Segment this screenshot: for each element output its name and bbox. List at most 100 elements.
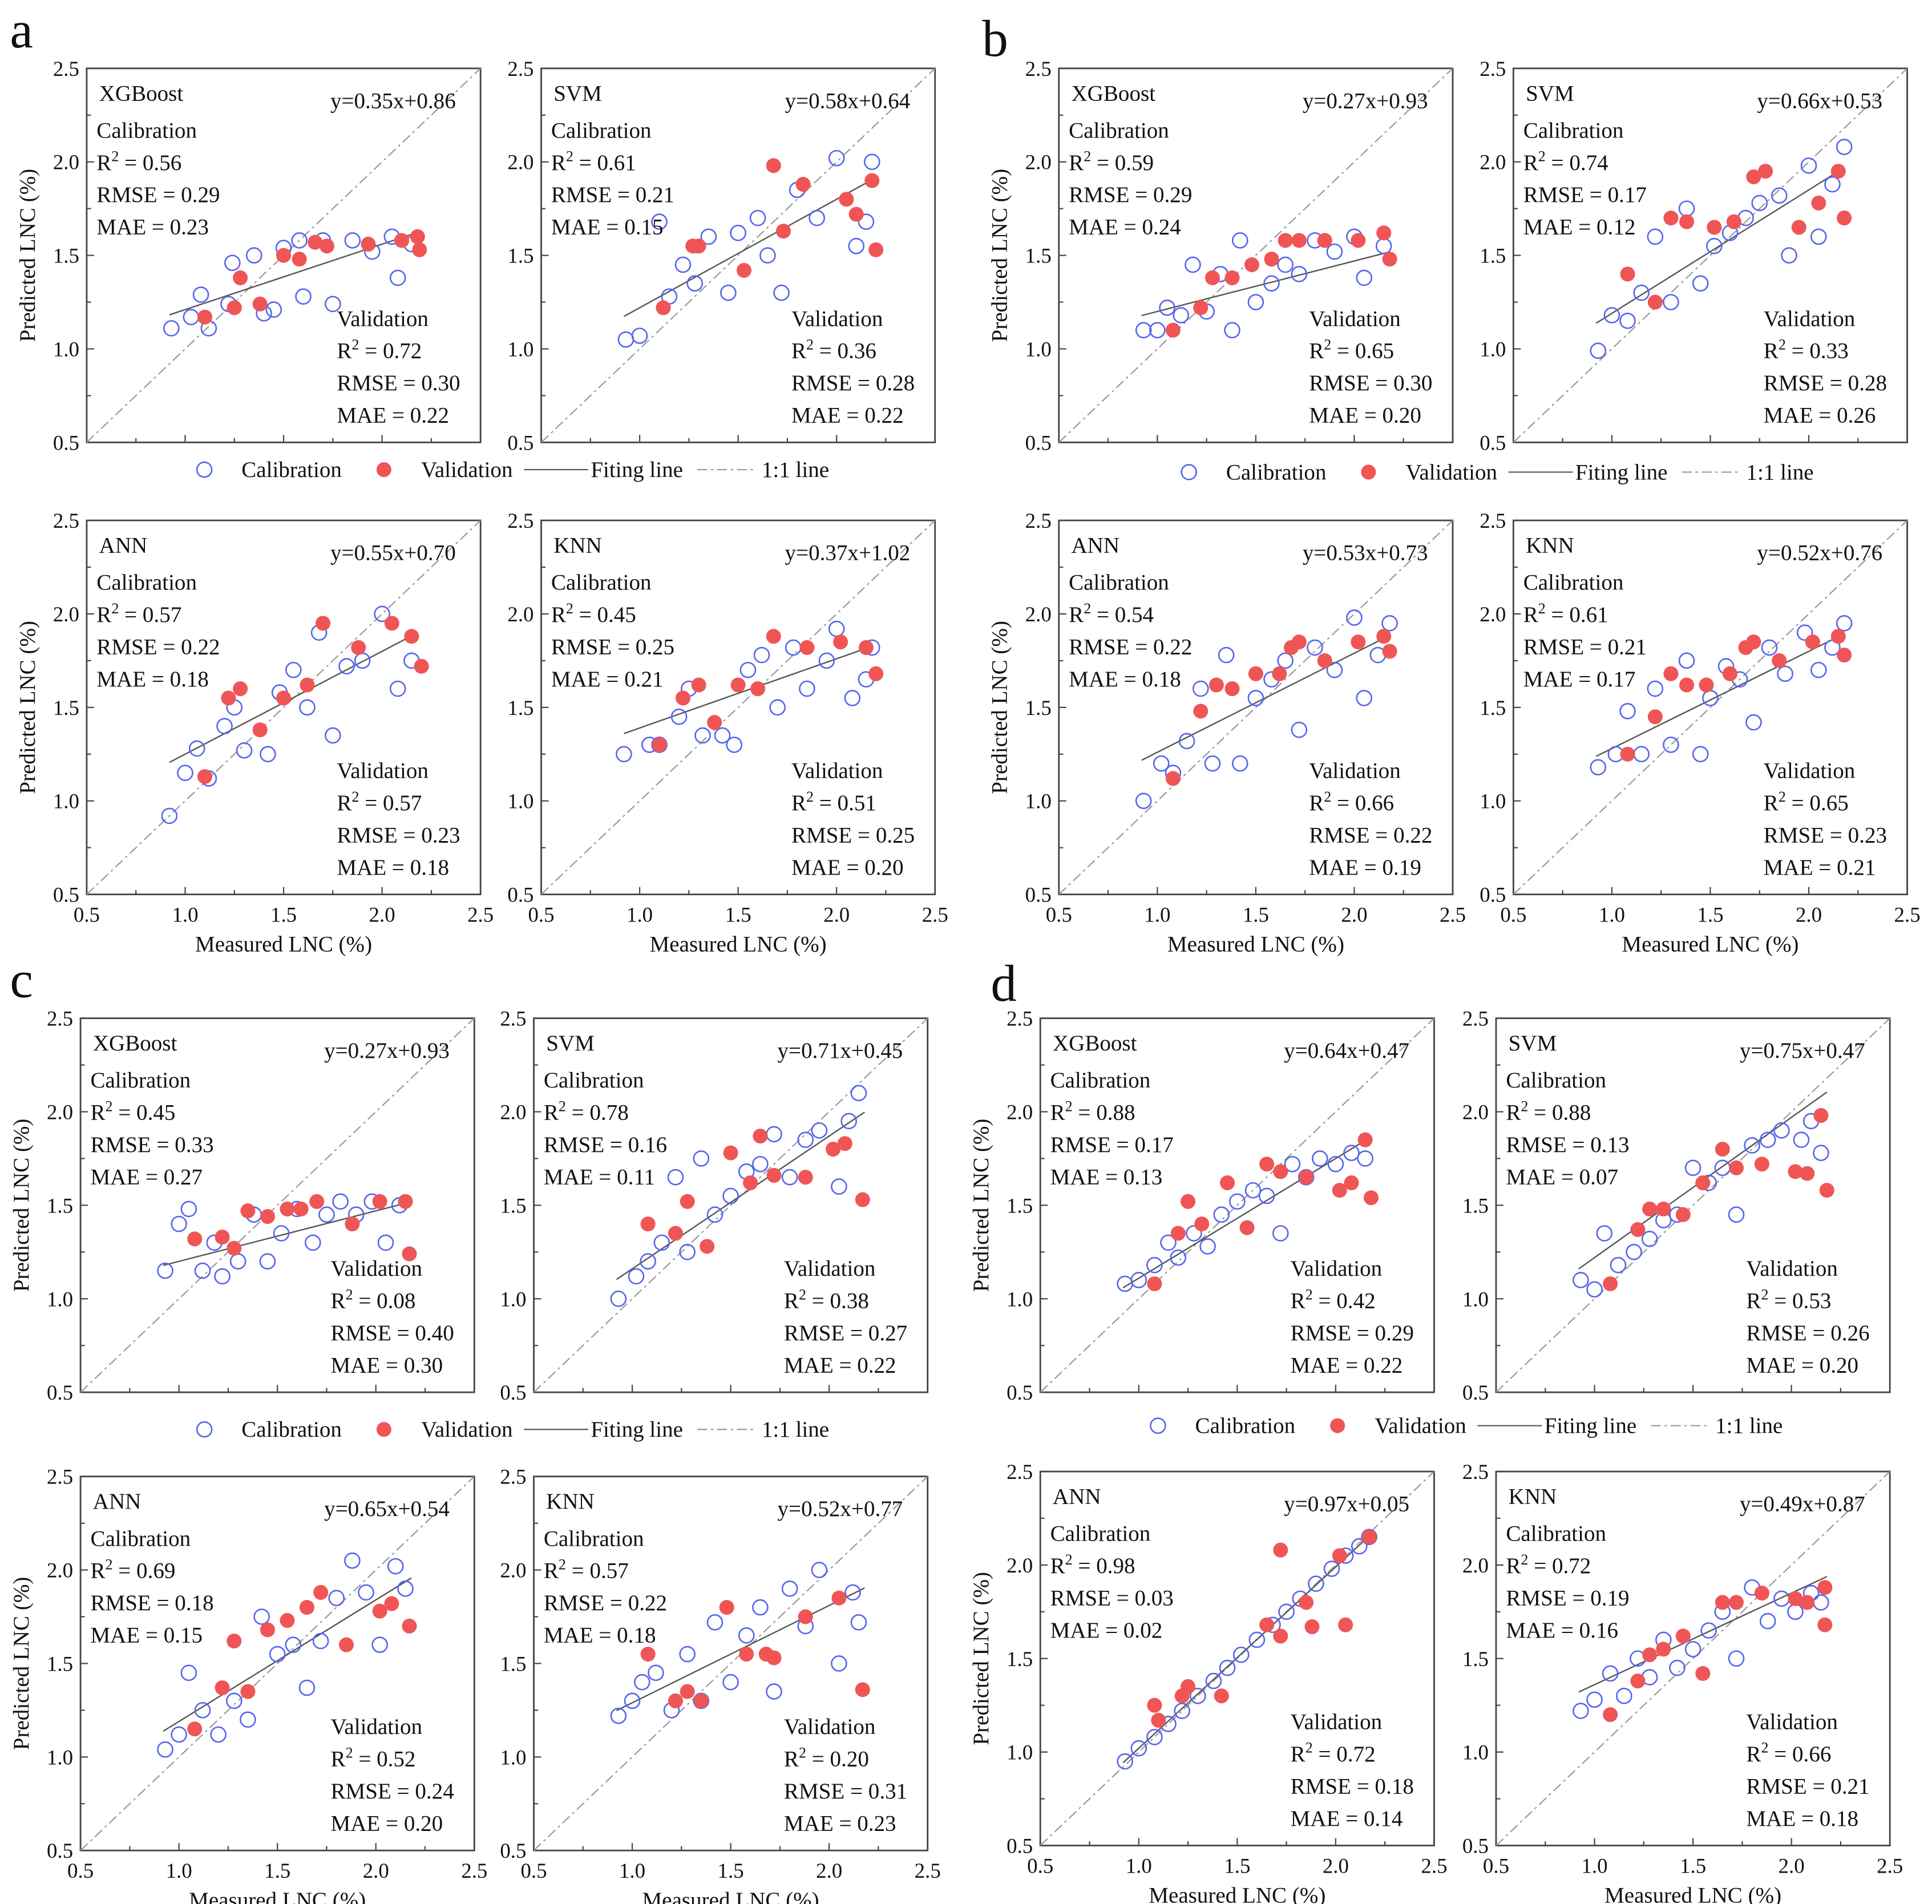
fit-equation: y=0.65x+0.54 — [324, 1497, 450, 1521]
validation-point — [402, 1246, 417, 1262]
validation-point — [766, 629, 781, 644]
legend-calibration-label: Calibration — [1226, 460, 1327, 484]
model-name: SVM — [1526, 81, 1574, 106]
calibration-stats-r2: R2 = 0.88 — [1050, 1098, 1135, 1125]
one-to-one-line — [80, 1476, 475, 1851]
calibration-point — [752, 1155, 769, 1173]
one-to-one-line — [533, 1476, 928, 1851]
validation-stats-r2: R2 = 0.53 — [1746, 1286, 1831, 1313]
calibration-point — [1633, 284, 1650, 301]
y-tick-label: 1.0 — [1007, 1287, 1033, 1311]
plot-a-xgboost: 0.5 1.0 1.5 2.0 2.5 Predicted LNC (%) XGBoost y… — [15, 57, 482, 454]
calibration-stats-rmse: RMSE = 0.17 — [1050, 1133, 1174, 1157]
x-tick-label: 2.0 — [363, 1859, 389, 1882]
calibration-point — [769, 699, 786, 716]
validation-point — [227, 1634, 242, 1649]
calibration-point — [1199, 1238, 1216, 1255]
fit-equation: y=0.35x+0.86 — [330, 88, 456, 113]
validation-point — [252, 296, 268, 312]
one-to-one-line — [1513, 68, 1908, 443]
panel-letter: b — [982, 10, 1008, 67]
calibration-point — [1684, 1641, 1701, 1658]
calibration-stats-title: Calibration — [1506, 1522, 1606, 1546]
y-tick-label: 1.0 — [1025, 337, 1052, 361]
calibration-stats-r2: R2 = 0.54 — [1069, 600, 1154, 627]
y-tick-label: 2.5 — [47, 1007, 73, 1030]
legend-calibration-icon — [196, 1421, 213, 1438]
y-tick-label: 2.5 — [500, 1465, 526, 1489]
validation-point — [1273, 1542, 1288, 1558]
calibration-point — [752, 1599, 769, 1616]
x-axis-label: Measured LNC (%) — [195, 932, 372, 956]
calibration-point — [1326, 243, 1343, 260]
x-tick-label: 0.5 — [1500, 903, 1526, 926]
fitting-line — [163, 1577, 412, 1732]
y-tick-label: 2.5 — [1025, 57, 1052, 80]
calibration-point — [1669, 1659, 1686, 1676]
validation-point — [739, 1647, 754, 1662]
validation-point — [372, 1194, 387, 1209]
validation-point — [1376, 629, 1392, 644]
legend-fit-label: Fiting line — [591, 1417, 683, 1442]
validation-point — [1728, 1595, 1744, 1610]
calibration-point — [781, 1580, 798, 1597]
validation-stats-r2: R2 = 0.33 — [1764, 337, 1849, 363]
calibration-point — [1824, 176, 1841, 193]
y-axis-label: Predicted LNC (%) — [969, 1572, 993, 1745]
calibration-stats-rmse: RMSE = 0.29 — [1069, 183, 1192, 207]
calibration-point — [766, 1126, 782, 1143]
fitting-line — [1141, 634, 1391, 761]
fit-equation: y=0.58x+0.64 — [785, 88, 911, 113]
calibration-point — [1244, 1182, 1262, 1199]
panel-letter: a — [10, 1, 33, 59]
calibration-point — [318, 1206, 335, 1223]
validation-point — [215, 1680, 230, 1696]
calibration-point — [1351, 1538, 1368, 1555]
x-axis-label: Measured LNC (%) — [642, 1888, 819, 1904]
y-tick-label: 2.5 — [1007, 1460, 1033, 1483]
validation-stats-title: Validation — [331, 1256, 423, 1281]
plot-d-xgboost: 0.5 1.0 1.5 2.0 2.5 Predicted LNC (%) XGBoost y… — [969, 1007, 1435, 1404]
fitting-line — [1122, 1136, 1372, 1288]
validation-point — [1317, 233, 1332, 248]
y-tick-label: 0.5 — [47, 1839, 73, 1862]
validation-point — [1239, 1220, 1255, 1235]
validation-stats-title: Validation — [791, 759, 883, 783]
validation-point — [750, 681, 766, 697]
calibration-point — [1663, 294, 1679, 310]
calibration-point — [1684, 1159, 1701, 1177]
x-tick-label: 2.5 — [1877, 1854, 1903, 1877]
validation-point — [1194, 1216, 1210, 1232]
x-tick-label: 0.5 — [1027, 1854, 1053, 1877]
validation-point — [1224, 270, 1240, 285]
calibration-point — [354, 652, 371, 669]
y-axis-label: Predicted LNC (%) — [969, 1119, 993, 1292]
calibration-point — [225, 1692, 242, 1709]
calibration-point — [1356, 690, 1373, 706]
validation-point — [766, 1650, 782, 1666]
calibration-stats-r2: R2 = 0.57 — [96, 600, 181, 627]
x-tick-label: 2.5 — [1894, 903, 1921, 926]
y-tick-label: 0.5 — [53, 883, 79, 907]
one-to-one-line — [1058, 520, 1453, 895]
calibration-point — [617, 331, 634, 348]
validation-stats-mae: MAE = 0.20 — [1309, 403, 1421, 428]
calibration-point — [171, 1726, 187, 1743]
validation-point — [855, 1682, 870, 1697]
plot-a-ann: 0.50.5 1.0 1.0 1.5 1.5 2.0 2.0 2.5 2.5 Predicted … — [15, 509, 494, 956]
x-tick-label: 1.5 — [264, 1859, 290, 1882]
fit-equation: y=0.27x+0.93 — [1303, 88, 1428, 113]
calibration-point — [161, 807, 178, 824]
validation-point — [276, 248, 292, 263]
validation-point — [833, 634, 848, 650]
y-tick-label: 2.5 — [1025, 509, 1052, 532]
legend-validation-label: Validation — [421, 1417, 513, 1442]
one-to-one-line — [86, 520, 481, 895]
fitting-line — [163, 1201, 412, 1266]
calibration-point — [1773, 1590, 1790, 1607]
validation-point — [402, 1618, 417, 1634]
model-name: KNN — [1509, 1484, 1557, 1509]
calibration-point — [1586, 1281, 1603, 1298]
calibration-point — [171, 1215, 187, 1232]
validation-stats-rmse: RMSE = 0.21 — [1746, 1774, 1869, 1798]
